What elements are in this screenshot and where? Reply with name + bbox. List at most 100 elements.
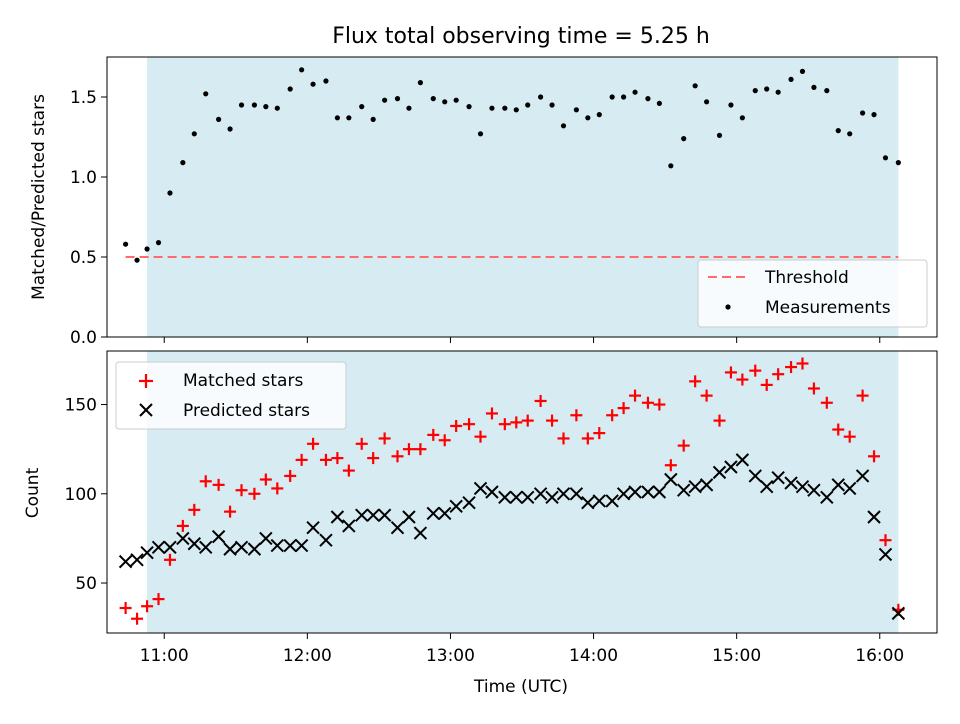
matched-stars-points — [119, 357, 905, 625]
matched-star-point — [868, 450, 881, 463]
matched-star-point — [152, 593, 165, 606]
measurement-point — [764, 86, 770, 92]
measurement-point — [538, 94, 544, 100]
measurement-point — [739, 115, 745, 121]
matched-star-point — [641, 396, 654, 409]
y-tick-label: 0.5 — [70, 248, 97, 268]
predicted-star-point — [771, 471, 785, 485]
predicted-star-point — [688, 479, 702, 494]
matched-star-point — [474, 430, 487, 443]
measurement-point — [370, 116, 376, 122]
predicted-star-point — [426, 506, 440, 521]
matched-star-point — [772, 368, 785, 381]
measurement-point — [525, 102, 531, 108]
predicted-star-point — [605, 494, 619, 508]
matched-star-point — [664, 459, 677, 472]
matched-star-point — [131, 612, 144, 625]
matched-star-point — [713, 414, 726, 427]
predicted-star-point — [118, 554, 133, 569]
matched-star-point — [463, 418, 476, 431]
matched-star-point — [427, 428, 440, 441]
matched-star-point — [534, 394, 547, 407]
matched-star-point — [700, 389, 713, 402]
bottom-axes-frame — [106, 350, 938, 634]
matched-star-point — [414, 443, 427, 456]
top-y-axis-label: Matched/Predicted stars — [29, 94, 49, 300]
matched-star-point — [832, 423, 845, 436]
measurement-point — [144, 246, 150, 252]
measurement-point — [704, 99, 710, 105]
measurement-point — [596, 112, 602, 118]
top-panel: 0.0 0.5 1.0 1.5 Matched/Predicted stars Thr… — [29, 56, 938, 348]
predicted-star-point — [878, 547, 893, 562]
matched-star-point — [653, 398, 666, 411]
predicted-star-point — [330, 510, 345, 524]
measurement-point — [560, 123, 567, 129]
measurement-point — [645, 96, 651, 102]
matched-star-point — [367, 452, 380, 465]
predicted-stars-points — [118, 453, 906, 621]
measurement-point — [502, 105, 508, 111]
matched-star-point — [342, 464, 355, 477]
matched-star-point — [331, 452, 344, 465]
measurement-point — [752, 88, 758, 94]
measurement-point — [811, 84, 817, 90]
predicted-star-point — [521, 490, 535, 505]
matched-star-point — [199, 475, 212, 488]
measurement-point — [489, 105, 495, 111]
y-tick-label: 100 — [65, 485, 97, 505]
matched-star-point — [176, 519, 189, 532]
bottom-x-axis-ticks: 11:00 12:00 13:00 14:00 15:00 16:00 — [140, 633, 904, 666]
predicted-star-point — [652, 485, 667, 499]
matched-star-point — [248, 487, 261, 500]
predicted-star-point — [342, 519, 356, 533]
measurement-point — [859, 110, 866, 116]
predicted-star-point — [699, 478, 714, 492]
matched-star-point — [521, 414, 534, 427]
measurement-point — [513, 107, 519, 113]
matched-star-point — [402, 443, 415, 456]
predicted-star-point — [533, 487, 548, 501]
measurement-point — [453, 97, 459, 103]
measurement-point — [227, 126, 233, 132]
matched-star-point — [724, 366, 737, 379]
measurement-point — [847, 131, 853, 137]
measurement-point — [123, 241, 129, 247]
y-tick-label: 50 — [75, 574, 97, 594]
matched-star-point — [391, 450, 404, 463]
measurement-point — [134, 257, 140, 263]
y-tick-label: 1.0 — [70, 168, 97, 188]
predicted-star-point — [270, 538, 285, 553]
matched-star-point — [796, 357, 809, 370]
legend-measurements-swatch — [725, 304, 731, 310]
matched-star-point — [677, 439, 690, 452]
predicted-star-point — [784, 476, 798, 490]
predicted-star-point — [462, 496, 476, 510]
predicted-star-point — [163, 540, 177, 555]
predicted-star-point — [223, 542, 237, 556]
matched-star-point — [163, 553, 176, 566]
measurement-point — [430, 96, 436, 102]
measurement-point — [334, 115, 340, 121]
predicted-star-point — [473, 481, 488, 496]
measurement-point — [299, 67, 305, 73]
x-axis-label: Time (UTC) — [473, 677, 568, 697]
predicted-star-point — [390, 520, 405, 535]
matched-star-point — [224, 505, 237, 518]
measurement-point — [799, 68, 806, 74]
matched-star-point — [485, 407, 498, 420]
predicted-star-point — [366, 508, 380, 522]
measurement-point — [632, 89, 638, 95]
predicted-star-point — [140, 545, 154, 560]
predicted-star-point — [247, 542, 262, 556]
legend-predicted-label: Predicted stars — [183, 401, 310, 421]
predicted-star-point — [795, 479, 810, 494]
legend-matched-swatch — [139, 374, 153, 388]
measurement-point — [394, 96, 401, 102]
predicted-star-point — [628, 485, 642, 499]
measurement-point — [359, 104, 365, 110]
measurement-point — [287, 86, 293, 92]
matched-star-point — [141, 600, 154, 613]
x-tick-label: 12:00 — [283, 646, 332, 666]
measurement-point — [775, 89, 781, 95]
